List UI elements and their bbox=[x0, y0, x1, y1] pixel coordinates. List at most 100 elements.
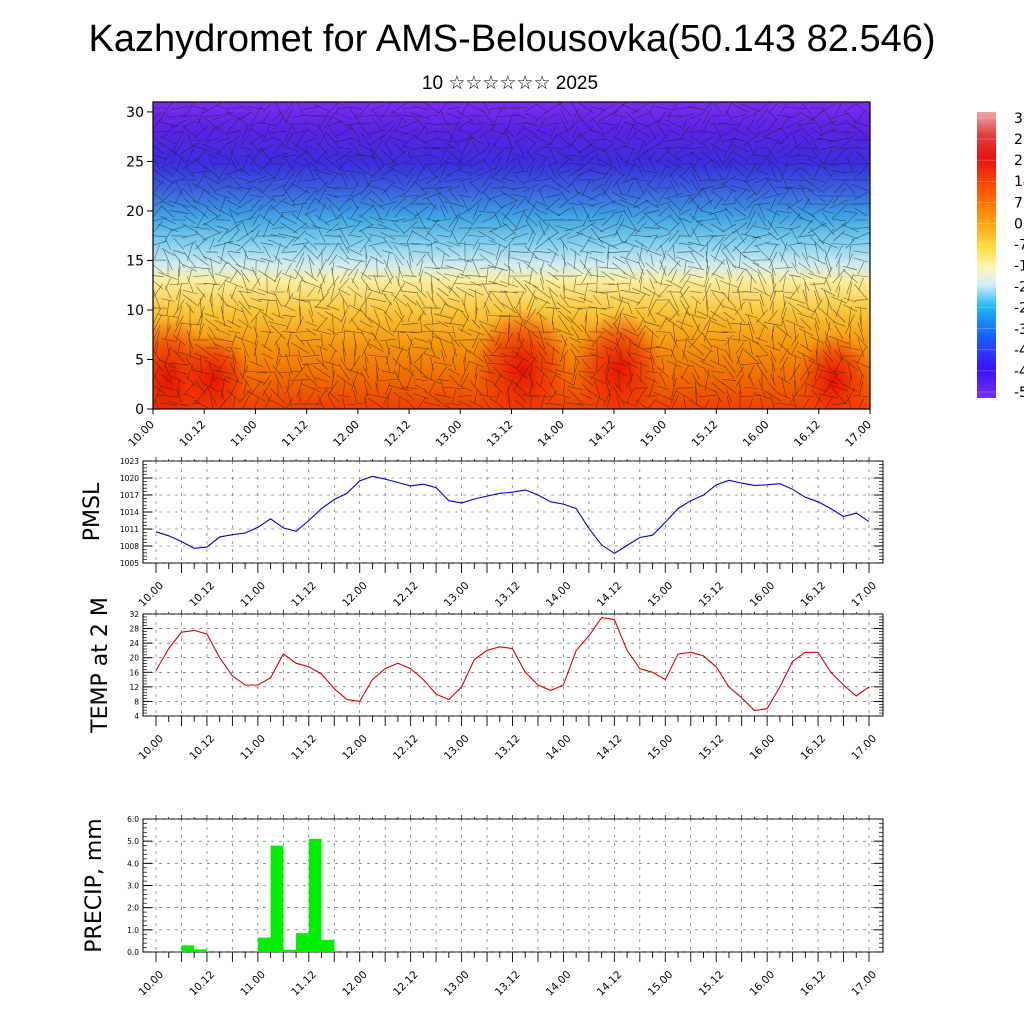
x-tick-label: 16.00 bbox=[748, 969, 778, 999]
y-tick-label: 24 bbox=[129, 639, 139, 648]
heatmap-x-tick-label: 10.00 bbox=[126, 418, 157, 449]
y-tick-label: 1017 bbox=[120, 491, 139, 500]
y-tick-label: 1023 bbox=[120, 457, 139, 466]
x-tick-label: 11.00 bbox=[238, 969, 268, 999]
wind-barbs bbox=[153, 102, 870, 409]
panel-frame bbox=[142, 613, 884, 717]
x-tick-label: 14.12 bbox=[595, 969, 625, 999]
y-axis-label: PRECIP, mm bbox=[82, 818, 107, 952]
pmsl-line bbox=[155, 475, 870, 555]
y-tick-label: 1020 bbox=[120, 474, 139, 483]
x-tick-label: 17.00 bbox=[849, 733, 879, 763]
x-tick-label: 13.12 bbox=[493, 969, 523, 999]
y-tick-label: 0.0 bbox=[127, 948, 139, 957]
colorbar-label: -4 bbox=[1014, 364, 1024, 380]
y-tick-label: 2.0 bbox=[127, 904, 139, 913]
precip-bar bbox=[283, 949, 297, 952]
page-subtitle: 10 ☆☆☆☆☆☆ 2025 bbox=[421, 73, 599, 94]
heatmap-x-tick-label: 16.00 bbox=[740, 418, 771, 449]
x-tick-label: 16.12 bbox=[798, 969, 828, 999]
x-tick-label: 12.00 bbox=[340, 969, 370, 999]
heatmap-x-tick-label: 14.00 bbox=[535, 418, 566, 449]
y-tick-label: 16 bbox=[129, 668, 139, 677]
heatmap-y-tick-label: 0 bbox=[135, 402, 144, 418]
x-tick-label: 12.00 bbox=[340, 733, 370, 763]
y-tick-label: 1005 bbox=[120, 559, 139, 568]
y-axis-label: TEMP at 2 M bbox=[88, 597, 113, 734]
x-tick-label: 10.12 bbox=[187, 733, 217, 763]
x-tick-label: 16.00 bbox=[748, 580, 778, 610]
heatmap-x-tick-label: 16.12 bbox=[791, 418, 822, 449]
colorbar-label: -3 bbox=[1014, 322, 1024, 338]
x-tick-label: 13.00 bbox=[442, 969, 472, 999]
heatmap-warm-core bbox=[471, 306, 572, 409]
heatmap-x-tick-label: 15.00 bbox=[638, 418, 669, 449]
x-tick-label: 16.00 bbox=[748, 733, 778, 763]
y-tick-label: 4.0 bbox=[127, 859, 139, 868]
precip-bar bbox=[321, 939, 335, 952]
x-tick-label: 10.12 bbox=[187, 580, 217, 610]
temp-panel: 4 8 12 16 20 24 28 32 10.00 10.12 11.00 11.12 12.00 1… bbox=[88, 597, 884, 763]
heatmap-x-tick-label: 11.00 bbox=[228, 418, 259, 449]
colorbar-label: 7 bbox=[1014, 195, 1023, 211]
precip-panel: 0.0 1.0 2.0 3.0 4.0 5.0 6.0 10.00 10.12 11.00 11.1… bbox=[82, 815, 884, 999]
precip-bar bbox=[194, 949, 207, 952]
heatmap-x-tick-label: 15.12 bbox=[689, 418, 720, 449]
x-tick-label: 14.00 bbox=[544, 733, 574, 763]
x-tick-label: 14.12 bbox=[595, 733, 625, 763]
x-tick-label: 17.00 bbox=[849, 969, 879, 999]
x-tick-label: 13.12 bbox=[493, 580, 523, 610]
temp-line bbox=[155, 617, 870, 712]
y-tick-label: 6.0 bbox=[127, 815, 139, 824]
y-tick-label: 28 bbox=[129, 625, 139, 634]
precip-bar bbox=[257, 937, 271, 952]
colorbar-label: 3 bbox=[1014, 111, 1023, 127]
x-tick-label: 13.00 bbox=[442, 733, 472, 763]
x-tick-label: 10.00 bbox=[136, 580, 166, 610]
precip-bar bbox=[308, 838, 322, 952]
x-tick-label: 17.00 bbox=[849, 580, 879, 610]
colorbar-label: 2 bbox=[1014, 153, 1023, 169]
x-tick-label: 14.12 bbox=[595, 580, 625, 610]
heatmap-x-tick-label: 14.12 bbox=[587, 418, 618, 449]
x-tick-label: 12.12 bbox=[391, 733, 421, 763]
x-tick-label: 12.00 bbox=[340, 580, 370, 610]
precip-bar bbox=[270, 845, 284, 952]
x-tick-label: 12.12 bbox=[391, 580, 421, 610]
x-tick-label: 10.12 bbox=[187, 969, 217, 999]
y-tick-label: 12 bbox=[129, 683, 139, 692]
page-title: Kazhydromet for AMS-Belousovka(50.143 82… bbox=[88, 18, 936, 60]
heatmap-x-tick-label: 17.00 bbox=[843, 418, 874, 449]
heatmap-y-tick-label: 5 bbox=[135, 352, 144, 368]
x-tick-label: 11.00 bbox=[238, 733, 268, 763]
colorbar-label: -4 bbox=[1014, 343, 1024, 359]
x-tick-label: 16.12 bbox=[798, 733, 828, 763]
y-tick-label: 3.0 bbox=[127, 882, 139, 891]
x-tick-label: 10.00 bbox=[136, 733, 166, 763]
x-tick-label: 11.12 bbox=[289, 580, 319, 610]
heatmap-y-tick-label: 15 bbox=[126, 253, 144, 269]
x-tick-label: 10.00 bbox=[136, 969, 166, 999]
heatmap-x-tick-label: 12.00 bbox=[331, 418, 362, 449]
colorbar-label: -2 bbox=[1014, 280, 1024, 296]
heatmap-y-tick-label: 30 bbox=[126, 105, 144, 121]
heatmap-x-tick-label: 13.00 bbox=[433, 418, 464, 449]
colorbar-label: -7 bbox=[1014, 237, 1024, 253]
y-tick-label: 1011 bbox=[120, 525, 139, 534]
y-tick-label: 1.0 bbox=[127, 926, 139, 935]
colorbar-label: -5 bbox=[1014, 385, 1024, 401]
x-tick-label: 15.12 bbox=[697, 580, 727, 610]
colorbar-label: 0 bbox=[1014, 216, 1023, 232]
x-tick-label: 15.00 bbox=[646, 969, 676, 999]
precip-bar bbox=[296, 933, 309, 952]
heatmap-x-tick-label: 11.12 bbox=[279, 418, 310, 449]
x-tick-label: 11.12 bbox=[289, 733, 319, 763]
y-tick-label: 5.0 bbox=[127, 837, 139, 846]
heatmap-field bbox=[153, 102, 870, 409]
y-tick-label: 4 bbox=[134, 712, 139, 721]
y-tick-label: 1008 bbox=[120, 542, 139, 551]
x-tick-label: 13.00 bbox=[442, 580, 472, 610]
x-tick-label: 13.12 bbox=[493, 733, 523, 763]
x-tick-label: 14.00 bbox=[544, 969, 574, 999]
